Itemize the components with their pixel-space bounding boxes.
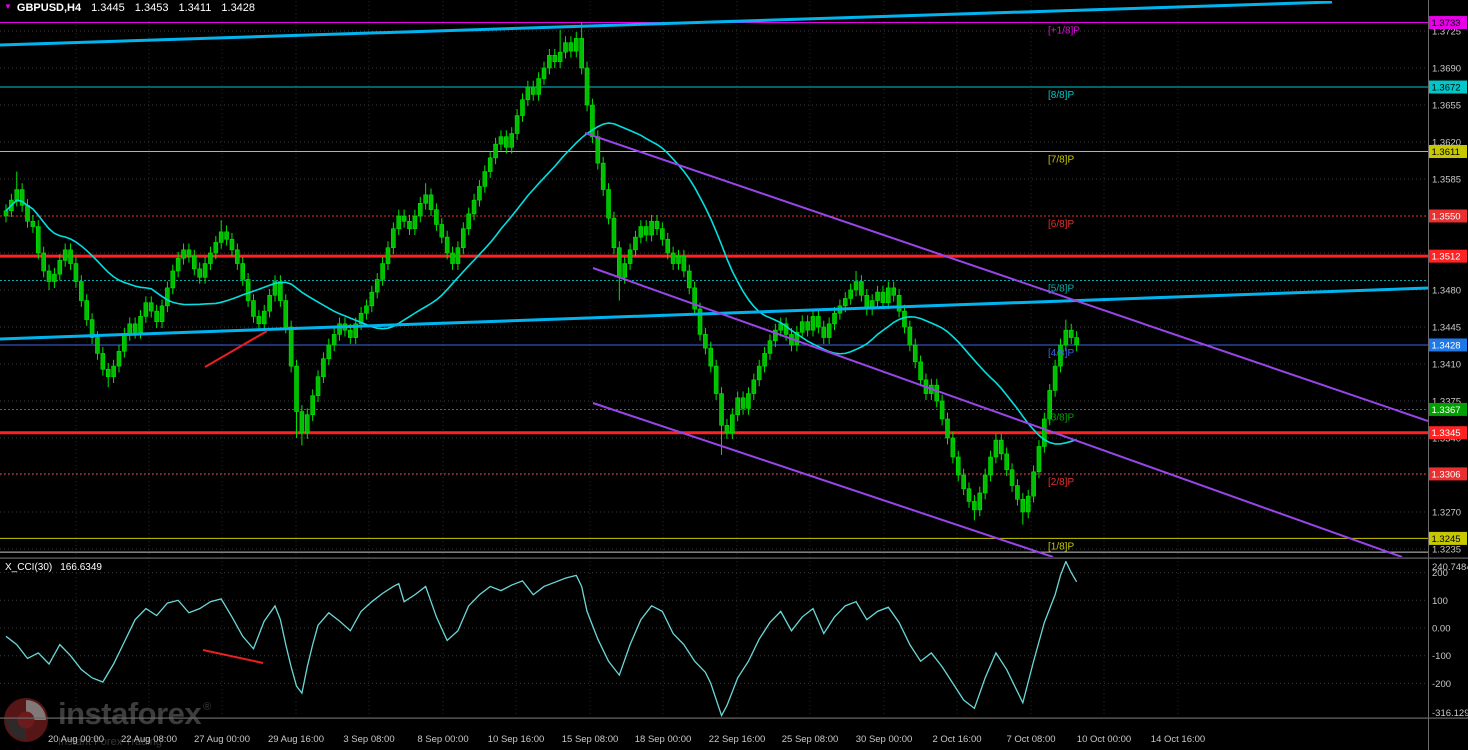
price-tick-label: 1.3725 [1432, 27, 1461, 38]
watermark-tagline: Instant Forex Trading [58, 736, 162, 748]
time-tick-label: 10 Oct 00:00 [1077, 734, 1131, 745]
grid [0, 1, 1428, 717]
ascending-trendline-lower[interactable] [0, 286, 1428, 341]
price-tag-label: 1.3428 [1432, 340, 1461, 351]
cci-level-label: 0.00 [1432, 624, 1451, 635]
descending-channel-1[interactable] [584, 132, 1428, 422]
price-tag [1429, 145, 1467, 159]
price-tag-label: 1.3306 [1432, 469, 1461, 480]
price-tick-label: 1.3410 [1432, 359, 1461, 370]
level-lines[interactable] [0, 22, 1428, 553]
time-tick-label: 3 Sep 08:00 [343, 734, 394, 745]
cci-level-label: 100 [1432, 596, 1448, 607]
registered-mark: ® [203, 701, 212, 713]
price-tick-label: 1.3655 [1432, 100, 1461, 111]
cci-current-value: 166.6349 [60, 562, 102, 573]
time-tick-label: 29 Aug 16:00 [268, 734, 324, 745]
price-tick-label: 1.3480 [1432, 285, 1461, 296]
price-tag [1429, 80, 1467, 94]
candles [3, 22, 1079, 525]
ascending-trendline-upper[interactable] [0, 1, 1333, 47]
time-tick-label: 30 Sep 00:00 [856, 734, 913, 745]
murrey-level-label: [2/8]P [1048, 477, 1074, 488]
price-tag-label: 1.3245 [1432, 534, 1461, 545]
time-tick-label: 15 Sep 08:00 [562, 734, 619, 745]
time-tick-label: 18 Sep 00:00 [635, 734, 692, 745]
chart-title: ▼ GBPUSD,H4 1.3445 1.3453 1.3411 1.3428 [4, 2, 255, 14]
price-tag-label: 1.3550 [1432, 211, 1461, 222]
price-tag-label: 1.3733 [1432, 18, 1461, 29]
price-tick-label: 1.3235 [1432, 544, 1461, 555]
murrey-level-label: [4/8]P [1048, 348, 1074, 359]
time-tick-label: 7 Oct 08:00 [1006, 734, 1055, 745]
cci-level-label: -200 [1432, 679, 1451, 690]
murrey-level-label: [3/8]P [1048, 412, 1074, 423]
price-tick-label: 1.3620 [1432, 137, 1461, 148]
cci-max-label: 240.7484 [1432, 562, 1468, 573]
murrey-level-label: [7/8]P [1048, 155, 1074, 166]
murrey-level-label: [6/8]P [1048, 219, 1074, 230]
time-axis-separator [0, 717, 1468, 719]
price-tag [1429, 249, 1467, 263]
murrey-level-label: [5/8]P [1048, 283, 1074, 294]
murrey-level-label: [+1/8]P [1048, 26, 1080, 37]
cci-min-label: -316.129 [1432, 708, 1468, 719]
price-tag [1429, 531, 1467, 545]
red-segment-price[interactable] [204, 330, 268, 368]
time-tick-label: 27 Aug 00:00 [194, 734, 250, 745]
price-tag-label: 1.3611 [1432, 147, 1460, 158]
moving-average-line [5, 122, 1077, 445]
descending-channel-3[interactable] [592, 402, 1054, 557]
cci-name: X_CCI(30) [5, 562, 53, 573]
time-tick-label: 20 Aug 00:00 [48, 734, 104, 745]
instaforex-watermark: instaforex ® Instant Forex Trading [3, 692, 211, 748]
time-tick-label: 8 Sep 00:00 [417, 734, 468, 745]
time-tick-label: 25 Sep 08:00 [782, 734, 839, 745]
price-tag [1429, 209, 1467, 223]
watermark-brand: instaforex [58, 696, 202, 731]
murrey-level-label: [8/8]P [1048, 90, 1074, 101]
descending-channel-2[interactable] [592, 267, 1403, 557]
price-tick-label: 1.3585 [1432, 174, 1461, 185]
price-tick-label: 1.3445 [1432, 322, 1461, 333]
price-tick-label: 1.3690 [1432, 63, 1461, 74]
price-tag [1429, 338, 1467, 352]
instaforex-logo-icon [4, 698, 48, 742]
price-tag-label: 1.3345 [1432, 428, 1461, 439]
cci-level-label: 200 [1432, 568, 1448, 579]
cci-line [5, 561, 1078, 717]
time-tick-label: 22 Sep 16:00 [709, 734, 766, 745]
time-tick-label: 2 Oct 16:00 [932, 734, 981, 745]
cci-indicator-label: X_CCI(30) 166.6349 [5, 562, 102, 573]
quick-trade-arrow-icon[interactable]: ▼ [4, 2, 12, 11]
time-tick-label: 10 Sep 16:00 [488, 734, 545, 745]
ohlc-values: 1.3445 1.3453 1.3411 1.3428 [91, 2, 256, 14]
price-tag [1429, 467, 1467, 481]
panel-separator[interactable] [0, 557, 1468, 559]
price-tick-label: 1.3375 [1432, 396, 1461, 407]
price-tag-label: 1.3367 [1432, 405, 1461, 416]
price-tag [1429, 16, 1467, 30]
red-segment-cci[interactable] [202, 649, 264, 664]
time-tick-label: 14 Oct 16:00 [1151, 734, 1205, 745]
symbol-period-label: GBPUSD,H4 [16, 2, 82, 14]
murrey-level-label: [1/8]P [1048, 541, 1074, 552]
time-tick-label: 22 Aug 08:00 [121, 734, 177, 745]
price-tag [1429, 426, 1467, 440]
price-tag [1429, 402, 1467, 416]
price-tick-label: 1.3270 [1432, 507, 1461, 518]
price-tag-label: 1.3512 [1432, 252, 1461, 263]
cci-level-label: -100 [1432, 651, 1451, 662]
price-tag-label: 1.3672 [1432, 83, 1461, 94]
